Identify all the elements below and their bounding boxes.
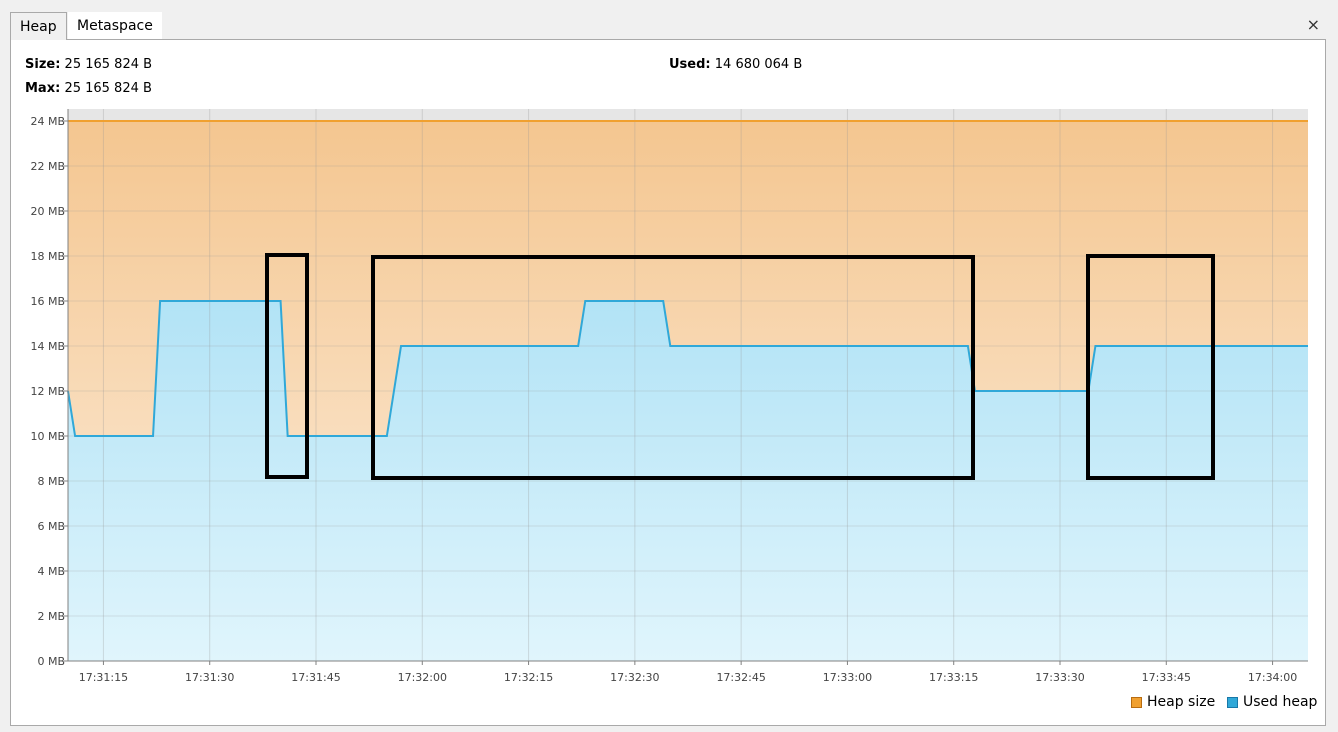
highlight-box-3 [1086, 254, 1215, 480]
y-tick-label: 8 MB [37, 475, 65, 488]
y-tick-label: 2 MB [37, 610, 65, 623]
max-info: Max: 25 165 824 B [25, 81, 152, 96]
x-tick-label: 17:33:45 [1142, 671, 1191, 684]
used-info: Used: 14 680 064 B [669, 57, 802, 72]
max-value: 25 165 824 B [64, 81, 152, 96]
legend-heap-size: Heap size [1131, 694, 1215, 710]
x-tick-label: 17:33:15 [929, 671, 978, 684]
y-tick-label: 4 MB [37, 565, 65, 578]
tab-metaspace[interactable]: Metaspace [68, 12, 162, 40]
size-info: Size: 25 165 824 B [25, 57, 152, 72]
used-heap-line [67, 300, 1308, 437]
x-tick-label: 17:32:45 [716, 671, 765, 684]
x-tick-label: 17:32:30 [610, 671, 659, 684]
x-tick-label: 17:31:30 [185, 671, 234, 684]
highlight-box-1 [265, 253, 309, 479]
x-tick-label: 17:33:00 [823, 671, 872, 684]
max-label: Max: [25, 81, 61, 96]
size-label: Size: [25, 57, 61, 72]
used-heap-swatch [1227, 696, 1238, 708]
x-tick-label: 17:33:30 [1035, 671, 1084, 684]
close-icon[interactable]: × [1306, 15, 1320, 34]
x-tick-label: 17:31:15 [79, 671, 128, 684]
x-tick-label: 17:32:00 [398, 671, 447, 684]
x-tick-label: 17:32:15 [504, 671, 553, 684]
legend-used-heap-label: Used heap [1243, 694, 1318, 710]
used-value: 14 680 064 B [714, 57, 803, 72]
tab-bar: Heap Metaspace × [10, 10, 1326, 40]
legend-used-heap: Used heap [1227, 694, 1317, 710]
y-tick-label: 24 MB [30, 115, 65, 128]
tab-heap[interactable]: Heap [10, 12, 67, 40]
legend-heap-size-label: Heap size [1147, 694, 1216, 710]
y-tick-label: 20 MB [30, 205, 65, 218]
y-tick-label: 18 MB [30, 250, 65, 263]
highlight-box-2 [371, 255, 975, 480]
y-tick-label: 6 MB [37, 520, 65, 533]
used-label: Used: [669, 57, 711, 72]
y-tick-label: 22 MB [30, 160, 65, 173]
size-value: 25 165 824 B [64, 57, 153, 72]
x-tick-label: 17:31:45 [291, 671, 340, 684]
y-tick-label: 14 MB [30, 340, 65, 353]
y-tick-label: 10 MB [30, 430, 65, 443]
heap-size-swatch [1131, 696, 1142, 708]
y-tick-label: 16 MB [30, 295, 65, 308]
x-tick-label: 17:34:00 [1248, 671, 1297, 684]
y-tick-label: 0 MB [37, 655, 65, 668]
y-tick-label: 12 MB [30, 385, 65, 398]
